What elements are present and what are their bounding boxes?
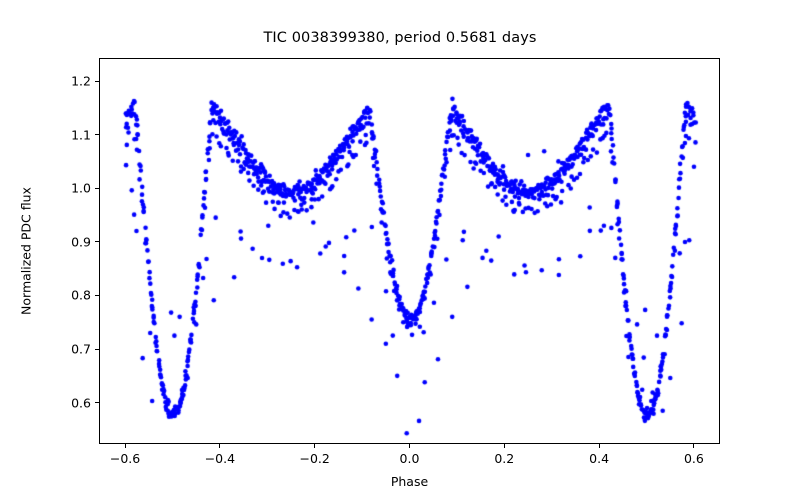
y-tick-label: 1.1 — [71, 127, 91, 143]
y-tick-mark — [95, 348, 99, 350]
x-tick-mark — [124, 444, 126, 448]
x-tick-label: 0.4 — [589, 451, 610, 466]
x-axis-label: Phase — [390, 474, 429, 489]
y-tick-mark — [95, 241, 99, 243]
y-tick-mark — [95, 294, 99, 297]
x-tick-label: 0.6 — [683, 451, 704, 466]
x-tick-label: 0.0 — [399, 451, 420, 466]
y-tick-mark — [95, 187, 99, 189]
x-tick-mark — [408, 444, 411, 448]
y-tick-label: 1.0 — [71, 180, 91, 196]
y-tick-mark — [95, 402, 99, 404]
x-tick-mark — [598, 444, 600, 448]
x-tick-mark — [219, 444, 221, 448]
y-tick-label: 0.8 — [71, 287, 91, 303]
x-tick-mark — [503, 444, 505, 448]
x-tick-mark — [693, 444, 695, 448]
x-tick-mark — [314, 444, 316, 448]
plot-axes — [99, 58, 720, 444]
y-tick-label: 0.7 — [71, 341, 91, 357]
x-tick-label: 0.2 — [494, 451, 515, 466]
y-tick-mark — [95, 134, 99, 136]
page-title: TIC 0038399380, period 0.5681 days — [263, 30, 537, 46]
y-tick-label: 1.2 — [71, 73, 91, 89]
x-tick-label: −0.6 — [109, 451, 141, 466]
y-tick-label: 0.9 — [71, 234, 91, 250]
scatter-plot-points — [100, 59, 719, 443]
y-tick-label: 0.6 — [71, 395, 91, 411]
x-tick-label: −0.4 — [204, 451, 236, 466]
y-axis-label: Normalized PDC flux — [18, 187, 34, 315]
x-tick-label: −0.2 — [299, 451, 330, 466]
y-tick-mark — [95, 80, 99, 82]
